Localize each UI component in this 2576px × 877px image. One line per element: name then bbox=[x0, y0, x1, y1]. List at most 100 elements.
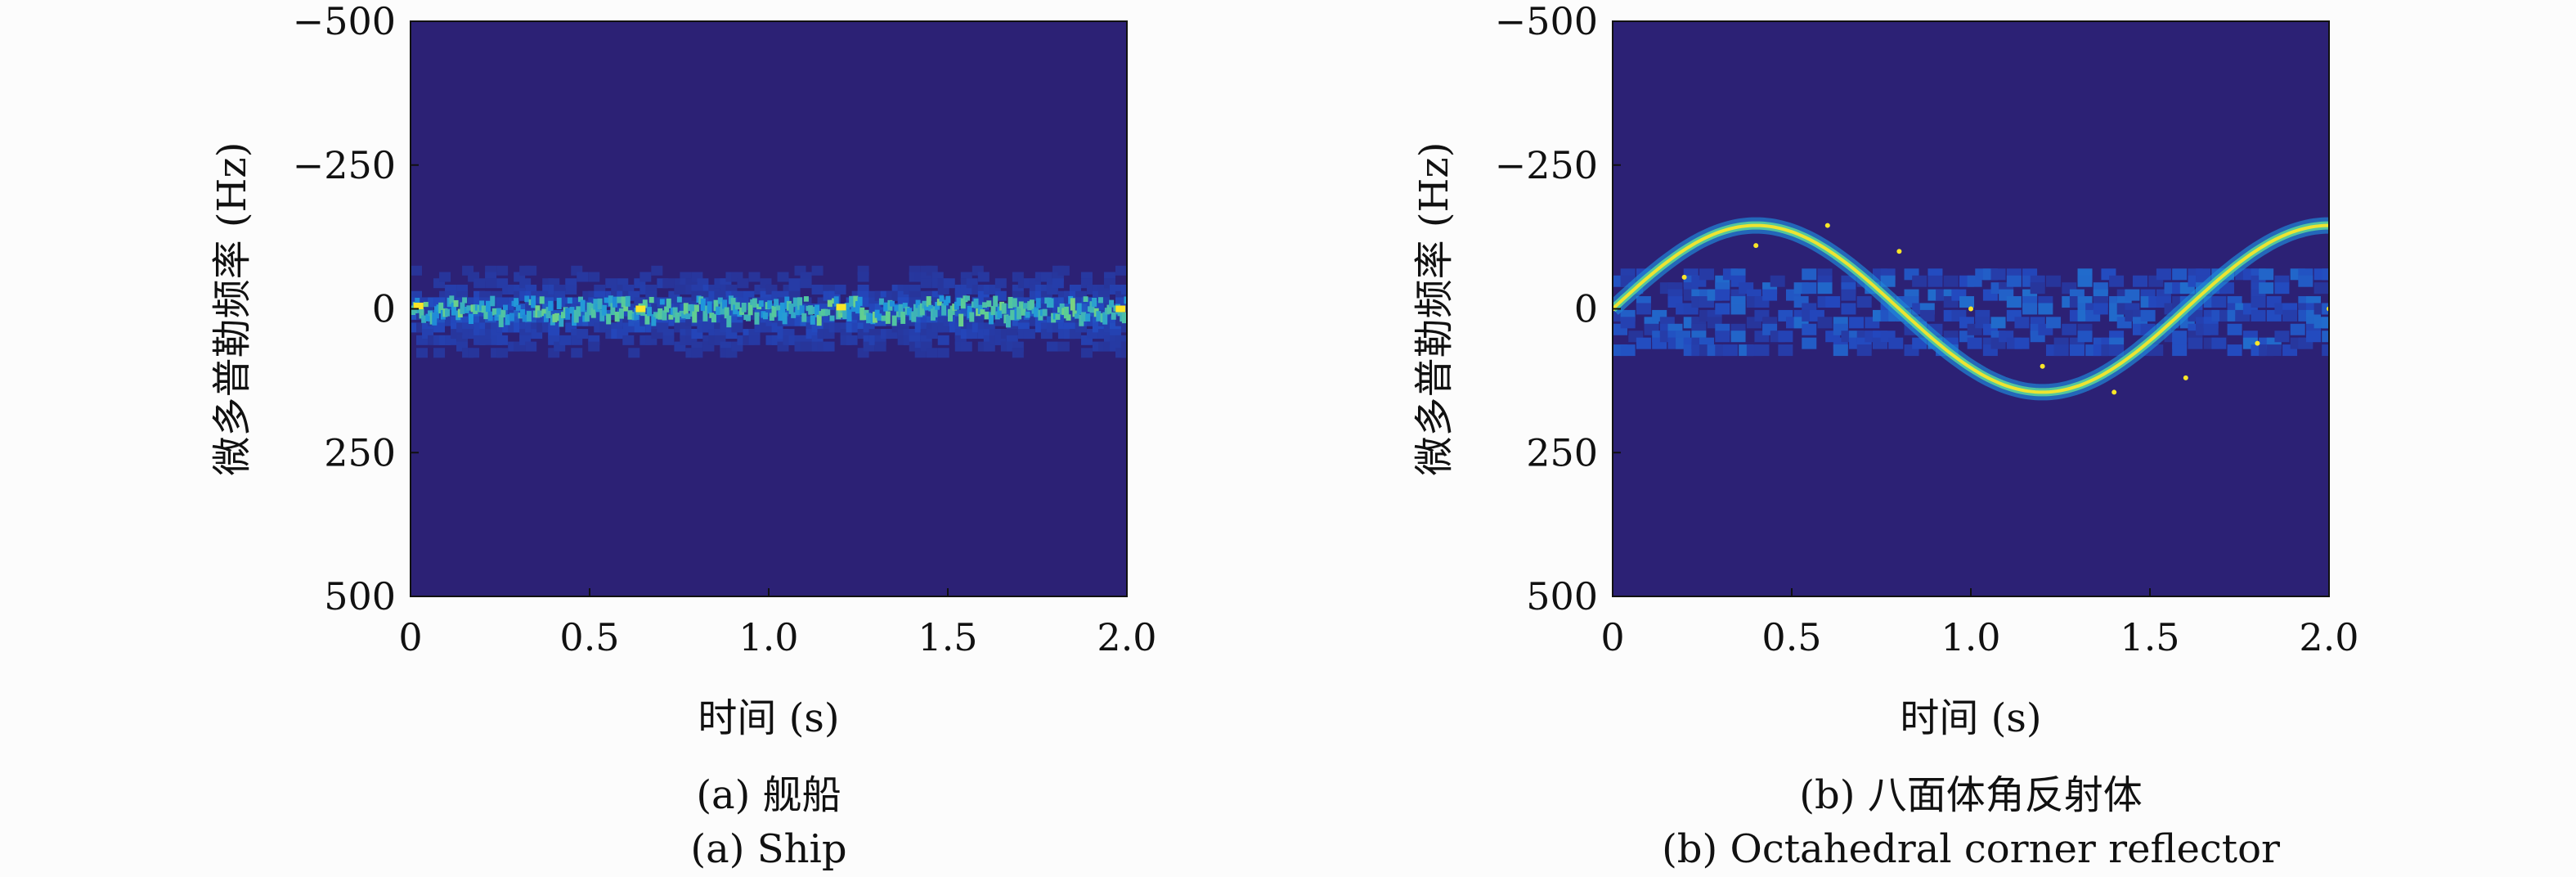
heatmap-cell bbox=[571, 348, 583, 358]
y-tick-label: 0 bbox=[1574, 287, 1598, 331]
heatmap-cell bbox=[614, 312, 620, 322]
heatmap-cell bbox=[1715, 331, 1730, 343]
heatmap-cell bbox=[1990, 268, 2006, 281]
heatmap-cell bbox=[948, 308, 953, 322]
heatmap-cell bbox=[1012, 348, 1024, 358]
heatmap-cell bbox=[815, 304, 820, 317]
heatmap-cell bbox=[2109, 275, 2125, 287]
heatmap-cell bbox=[1722, 344, 1738, 357]
heatmap-cell bbox=[1849, 317, 1865, 329]
heatmap-cell bbox=[2109, 344, 2125, 357]
heatmap-cell bbox=[1115, 265, 1127, 276]
heatmap-cell bbox=[1092, 297, 1097, 307]
heatmap-cell bbox=[1106, 304, 1112, 314]
heatmap-cell bbox=[982, 302, 988, 308]
heatmap-cell bbox=[2077, 275, 2093, 287]
heatmap-cell bbox=[1715, 303, 1730, 315]
heatmap-cell bbox=[2322, 303, 2329, 315]
heatmap-cell bbox=[924, 305, 930, 311]
heatmap-cell bbox=[1055, 313, 1061, 320]
heatmap-cell bbox=[877, 313, 882, 321]
heatmap-cell bbox=[861, 311, 867, 321]
heatmap-cell bbox=[496, 335, 509, 345]
heatmap-cell bbox=[791, 312, 797, 318]
heatmap-cell bbox=[601, 304, 607, 316]
heatmap-cell bbox=[496, 348, 509, 358]
heatmap-cell bbox=[801, 313, 807, 322]
heatmap-cell bbox=[675, 312, 680, 323]
heatmap-cell bbox=[799, 305, 805, 316]
heatmap-cell bbox=[2156, 268, 2171, 281]
heatmap-cell bbox=[520, 309, 526, 318]
panel-b: −500 −250 0 250 500 0 0.5 1.0 1.5 2.0 时间 (s) 微多普勒频率… bbox=[1202, 0, 2490, 877]
heatmap-cell bbox=[1034, 307, 1039, 317]
heatmap-cell bbox=[881, 315, 886, 322]
heatmap-cell bbox=[1620, 317, 1636, 329]
heatmap-cell bbox=[846, 309, 852, 322]
heatmap-cell bbox=[919, 303, 925, 316]
heatmap-cell bbox=[2298, 275, 2313, 287]
heatmap-cell bbox=[1959, 296, 1974, 308]
heatmap-cell bbox=[731, 322, 743, 333]
heatmap-cell bbox=[672, 307, 678, 318]
heatmap-cell bbox=[891, 315, 897, 326]
heatmap-cell bbox=[1841, 289, 1856, 301]
heatmap-cell bbox=[1715, 289, 1730, 301]
heatmap-cell bbox=[967, 305, 972, 318]
heatmap-cell bbox=[2322, 317, 2329, 329]
subtitle-en: (b) Octahedral corner reflector bbox=[1662, 826, 2280, 872]
heatmap-cell bbox=[1802, 268, 1817, 281]
heatmap-cell bbox=[713, 299, 719, 312]
heatmap-cell bbox=[1057, 265, 1070, 276]
heatmap-cell bbox=[1856, 296, 1872, 308]
heatmap-cell bbox=[659, 299, 665, 305]
y-tick-label: −250 bbox=[1495, 143, 1598, 187]
heatmap-cell bbox=[1833, 344, 1848, 357]
heatmap-cell bbox=[577, 272, 589, 282]
heatmap-cell bbox=[466, 305, 472, 311]
heatmap-cell bbox=[554, 313, 560, 322]
y-tick-label: 250 bbox=[1526, 430, 1598, 474]
heatmap-cell bbox=[617, 296, 622, 304]
heatmap-cell bbox=[2030, 282, 2045, 295]
heatmap-cell bbox=[935, 302, 940, 310]
heatmap-cell bbox=[958, 313, 964, 327]
heatmap-cell bbox=[1035, 298, 1041, 308]
heatmap-cell bbox=[525, 341, 537, 352]
heatmap-cell bbox=[2322, 331, 2329, 343]
heatmap-cell bbox=[2322, 268, 2329, 281]
heatmap-cell bbox=[2077, 331, 2093, 343]
heatmap-cell bbox=[559, 315, 564, 327]
heatmap-cell bbox=[834, 284, 846, 295]
heatmap-cell bbox=[700, 298, 706, 312]
x-tick-label: 1.5 bbox=[918, 615, 977, 659]
heatmap-cell bbox=[726, 315, 732, 328]
x-tick-label: 1.5 bbox=[2120, 615, 2179, 659]
heatmap-cell bbox=[722, 299, 728, 309]
heatmap-cell bbox=[2053, 344, 2069, 357]
heatmap-cell bbox=[737, 278, 749, 289]
heatmap-cell bbox=[1010, 309, 1016, 321]
bright-point bbox=[635, 305, 646, 313]
heatmap-cell bbox=[468, 348, 480, 358]
heatmap-cell bbox=[922, 300, 927, 309]
heatmap-cell bbox=[937, 348, 949, 358]
heatmap-cell bbox=[833, 296, 839, 307]
heatmap-cell bbox=[642, 299, 648, 308]
heatmap-cell bbox=[1029, 299, 1034, 311]
y-axis-label: 微多普勒频率 (Hz) bbox=[1411, 142, 1457, 476]
heatmap-cell bbox=[462, 297, 468, 304]
heatmap-cell bbox=[741, 303, 747, 313]
heatmap-cell bbox=[943, 278, 955, 289]
x-tick-label: 2.0 bbox=[1097, 615, 1156, 659]
heatmap-cell bbox=[1023, 329, 1035, 340]
heatmap-cell bbox=[707, 301, 712, 314]
heatmap-cell bbox=[1124, 296, 1127, 304]
heatmap-cell bbox=[2132, 275, 2147, 287]
heatmap-cell bbox=[597, 298, 603, 310]
heatmap-cell bbox=[509, 313, 514, 322]
heatmap-cell bbox=[438, 302, 444, 314]
panel-a: −500 −250 0 250 500 0 0.5 1.0 1.5 2.0 时间 (s) 微多普勒频率… bbox=[209, 0, 1157, 872]
heatmap-cell bbox=[792, 297, 798, 308]
